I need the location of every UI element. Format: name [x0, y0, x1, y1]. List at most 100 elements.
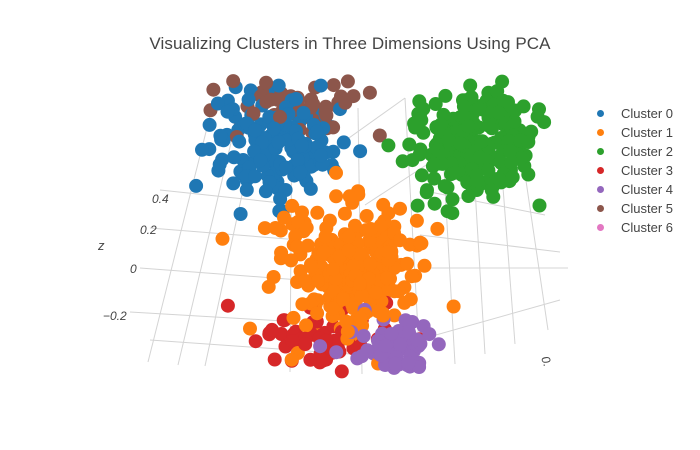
cluster-5-point: [226, 74, 241, 89]
cluster-3-point: [267, 352, 282, 367]
legend-item-cluster-3[interactable]: Cluster 3: [592, 161, 698, 180]
grid-line: [129, 311, 301, 323]
z-tick-label: 0.4: [152, 192, 169, 206]
cluster-2-point: [505, 170, 520, 185]
cluster-2-point: [532, 198, 547, 213]
cluster-1-point: [381, 245, 396, 260]
cluster-2-point: [537, 115, 552, 130]
cluster-0-point: [294, 138, 309, 153]
cluster-5-point: [362, 85, 377, 100]
cluster-4-point: [356, 329, 371, 343]
cluster-0-point: [232, 134, 247, 149]
cluster-0-point: [293, 165, 308, 180]
legend-marker: [597, 186, 604, 193]
cluster-2-point: [464, 90, 479, 105]
legend-item-cluster-4[interactable]: Cluster 4: [592, 180, 698, 199]
cluster-1-point: [310, 306, 325, 321]
cluster-1-point: [290, 239, 305, 254]
grid-line: [419, 189, 546, 216]
cluster-3-point: [220, 298, 235, 313]
cluster-2-point: [491, 105, 506, 120]
legend-label: Cluster 6: [621, 220, 674, 235]
cluster-4-point: [393, 337, 408, 352]
cluster-1-point: [274, 245, 289, 260]
cluster-2-point: [516, 99, 531, 114]
cluster-2-point: [434, 117, 448, 132]
cluster-0-point: [248, 169, 262, 184]
cluster-0-point: [210, 96, 225, 111]
cluster-3-point: [334, 364, 349, 379]
cluster-0-point: [253, 153, 268, 168]
z-axis-title: z: [97, 238, 105, 253]
cluster-1-point: [326, 262, 340, 277]
legend-item-cluster-5[interactable]: Cluster 5: [592, 199, 698, 218]
cluster-1-point: [318, 229, 333, 244]
legend-item-cluster-6[interactable]: Cluster 6: [592, 218, 698, 237]
cluster-1-point: [393, 201, 407, 216]
cluster-2-point: [493, 154, 508, 169]
cluster-1-point: [414, 236, 429, 251]
cluster-0-point: [309, 124, 324, 139]
legend-marker: [597, 167, 604, 174]
cluster-1-point: [353, 247, 368, 261]
cluster-1-point: [261, 279, 276, 294]
cluster-1-point: [299, 318, 313, 333]
cluster-1-point: [430, 221, 445, 236]
cluster-1-point: [257, 221, 272, 236]
legend-marker: [597, 129, 604, 136]
cluster-2-point: [445, 206, 460, 221]
legend-marker: [597, 224, 604, 231]
cluster-2-point: [410, 198, 425, 213]
cluster-2-point: [456, 99, 471, 114]
cluster-1-point: [376, 308, 391, 323]
cluster-4-point: [354, 349, 369, 364]
cluster-1-point: [325, 301, 340, 316]
cluster-2-point: [437, 179, 452, 194]
cluster-0-point: [213, 128, 228, 143]
axis-ticks: 0.4 0.2 0 −0.2 z 0.: [97, 192, 555, 368]
cluster-0-point: [267, 121, 281, 136]
cluster-1-point: [404, 269, 419, 284]
cluster-4-point: [401, 356, 416, 370]
cluster-4-point: [422, 327, 437, 342]
cluster-1-point: [400, 256, 415, 271]
cluster-2-point: [441, 133, 456, 148]
cluster-0-point: [303, 181, 318, 196]
cluster-2-point: [491, 171, 506, 186]
cluster-0-point: [290, 153, 305, 167]
cluster-2-point: [496, 93, 511, 108]
cluster-1-point: [446, 299, 461, 314]
cluster-1-point: [300, 238, 315, 253]
cluster-0-point: [278, 160, 293, 175]
cluster-1-point: [337, 206, 352, 221]
cluster-4-point: [384, 327, 399, 341]
legend-item-cluster-2[interactable]: Cluster 2: [592, 142, 698, 161]
cluster-1-point: [336, 292, 350, 307]
cluster-4-point: [431, 337, 446, 352]
cluster-1-point: [417, 258, 432, 273]
cluster-2-point: [521, 135, 536, 149]
cluster-1-point: [353, 276, 367, 291]
cluster-1-point: [379, 271, 394, 285]
cluster-0-point: [227, 150, 241, 165]
cluster-2-point: [482, 118, 496, 133]
cluster-2-point: [495, 74, 510, 89]
cluster-0-point: [353, 144, 368, 159]
cluster-1-point: [397, 295, 412, 310]
cluster-1-point: [284, 253, 299, 268]
cluster-1-point: [409, 213, 424, 228]
cluster-1-point: [342, 189, 357, 204]
legend-item-cluster-1[interactable]: Cluster 1: [592, 123, 698, 142]
cluster-4-point: [313, 339, 328, 354]
cluster-0-point: [289, 92, 303, 106]
data-points: [189, 74, 552, 379]
cluster-1-point: [316, 245, 331, 260]
cluster-1-point: [341, 243, 356, 258]
cluster-1-point: [304, 259, 319, 274]
cluster-1-point: [368, 285, 383, 300]
legend-item-cluster-0[interactable]: Cluster 0: [592, 104, 698, 123]
cluster-0-point: [233, 207, 248, 221]
cluster-2-point: [427, 157, 442, 172]
cluster-1-point: [285, 198, 300, 213]
